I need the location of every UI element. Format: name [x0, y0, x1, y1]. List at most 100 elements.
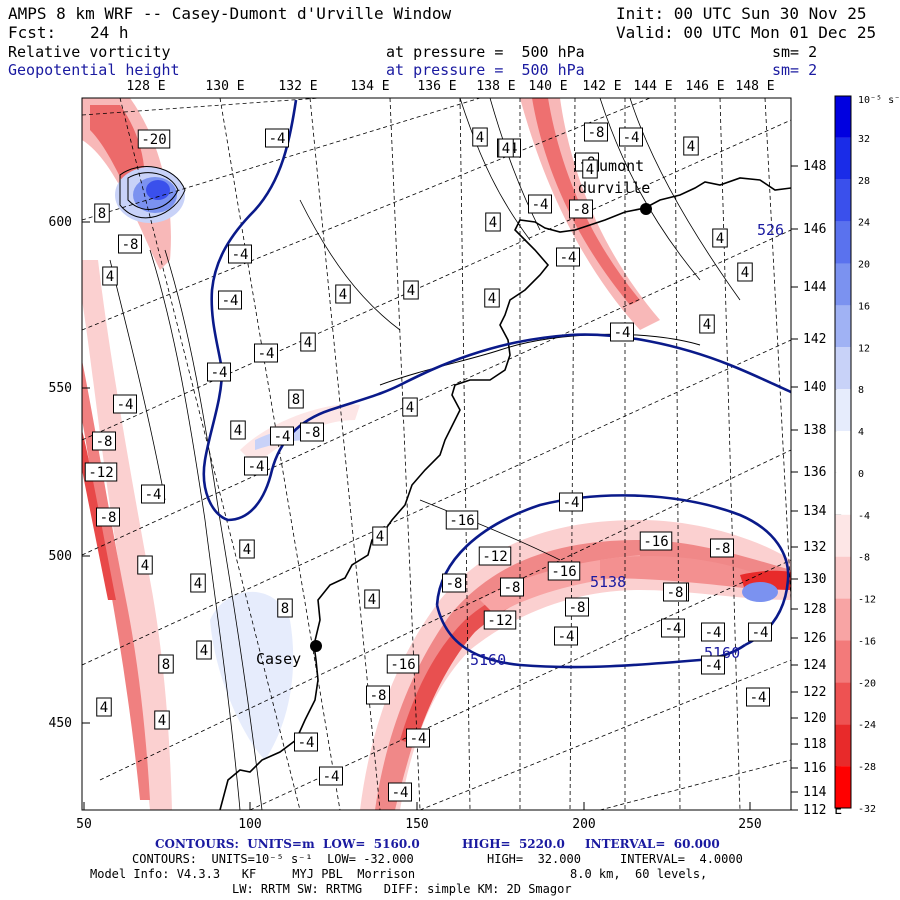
vorticity-label-text: 4 [200, 643, 208, 659]
vorticity-label-box [701, 655, 725, 675]
right-edge-label: 146 E [803, 222, 842, 237]
right-edge-label: 118 E [803, 737, 842, 752]
vorticity-label-box [319, 766, 343, 786]
right-edge-label: 134 E [803, 504, 842, 519]
vorticity-label: -4 [528, 194, 552, 214]
field1-smooth: sm= 2 [772, 43, 818, 61]
vorticity-label-text: -8 [588, 125, 605, 141]
vorticity-label-box [84, 462, 118, 482]
vorticity-label-box [270, 426, 294, 446]
vorticity-label-box [582, 159, 598, 179]
vorticity-label-box [498, 138, 514, 158]
colorbar-segment [835, 598, 851, 641]
vorticity-label: 4 [230, 420, 246, 440]
vorticity-label: 4 [364, 589, 380, 609]
vorticity-label-box [445, 510, 479, 530]
vorticity-label-text: -4 [117, 397, 134, 413]
vorticity-label-text: -4 [563, 495, 580, 511]
vorticity-label: 4 [300, 332, 316, 352]
vorticity-label: -8 [92, 431, 116, 451]
vorticity-label: -20 [137, 129, 171, 149]
vorticity-label: 8 [94, 203, 110, 223]
bottom-x-label: 200 [572, 817, 595, 832]
height-contour-west [202, 99, 791, 522]
colorbar-label: -32 [858, 804, 876, 815]
footer-height-contours: CONTOURS: UNITS=m LOW= 5160.0 [155, 837, 420, 851]
right-edge-label: 124 E [803, 658, 842, 673]
colorbar: 10⁻⁵ s⁻¹ 32 28 24 20 16 12 8 4 0 -4 -8 -12 -16 -20 -24 -… [834, 95, 900, 815]
vorticity-label-text: 4 [243, 542, 251, 558]
vorticity-label: -4 [559, 492, 583, 512]
vorticity-label-box [277, 598, 293, 618]
bottom-x-axis-labels: 50 100 150 200 250 [76, 802, 762, 832]
vorticity-label: -12 [478, 546, 512, 566]
vorticity-label: -8 [710, 538, 734, 558]
right-edge-label: 122 E [803, 685, 842, 700]
vorticity-label-text: -4 [705, 658, 722, 674]
vorticity-label: 4 [102, 266, 118, 286]
forecast-label: Fcst: [8, 23, 57, 42]
top-lon-label: 142 E [582, 79, 621, 94]
colorbar-segment [835, 514, 851, 557]
colorbar-segment [835, 556, 851, 599]
vorticity-label: 4 [190, 573, 206, 593]
vorticity-label-box [559, 492, 583, 512]
colorbar-label: 28 [858, 176, 870, 187]
vorticity-label-text: -4 [392, 785, 409, 801]
vorticity-label-box [96, 507, 120, 527]
vorticity-label: 8 [277, 598, 293, 618]
colorbar-frame [834, 95, 852, 809]
left-y-label: 450 [49, 716, 72, 731]
top-lon-label: 132 E [278, 79, 317, 94]
vorticity-label: -4 [748, 622, 772, 642]
vorticity-label-text: -8 [122, 237, 139, 253]
vorticity-label-text: 8 [281, 601, 289, 617]
vorticity-label-text: 4 [234, 423, 242, 439]
vorticity-label-box [244, 456, 268, 476]
vorticity-label: 4 [485, 212, 501, 232]
vorticity-label-box [190, 573, 206, 593]
vorticity-label-text: -4 [752, 625, 769, 641]
colorbar-label: -20 [858, 678, 876, 689]
vorticity-label-box [472, 127, 488, 147]
footer-model-info: Model Info: V4.3.3 KF MYJ PBL Morrison [90, 867, 416, 881]
vorticity-label: -8 [118, 234, 142, 254]
vorticity-label: -4 [406, 728, 430, 748]
vorticity-label-text: 4 [158, 713, 166, 729]
colorbar-segment [835, 640, 851, 683]
vorticity-label: -8 [96, 507, 120, 527]
vorticity-label-box [746, 687, 770, 707]
vorticity-label-text: -8 [569, 600, 586, 616]
colorbar-label: 24 [858, 218, 870, 229]
vorticity-label-text: -12 [88, 465, 113, 481]
vorticity-label-box [113, 394, 137, 414]
vorticity-label-box [556, 247, 580, 267]
vorticity-label-text: 4 [194, 576, 202, 592]
vorticity-label-box [500, 577, 524, 597]
top-lon-label: 144 E [633, 79, 672, 94]
colorbar-segment [835, 137, 851, 180]
vorticity-label-box [478, 546, 512, 566]
footer-vorticity-high: HIGH= 32.000 [487, 852, 581, 866]
vorticity-label: 4 [372, 526, 388, 546]
vorticity-label: -4 [319, 766, 343, 786]
vorticity-label: -4 [207, 362, 231, 382]
vorticity-label-text: -4 [274, 429, 291, 445]
vorticity-label: -4 [746, 687, 770, 707]
vorticity-label: -4 [265, 128, 289, 148]
right-edge-label: 114 E [803, 785, 842, 800]
footer-vorticity-interval: INTERVAL= 4.0000 [620, 852, 743, 866]
vorticity-label: -8 [565, 597, 589, 617]
vorticity-label-text: -8 [304, 425, 321, 441]
vorticity-label-text: -4 [623, 130, 640, 146]
colorbar-label: -4 [858, 511, 870, 522]
vorticity-label: -4 [244, 456, 268, 476]
forecast-value: 24 h [90, 23, 129, 42]
colorbar-segment [835, 263, 851, 306]
map-title: AMPS 8 km WRF -- Casey-Dumont d'Urville … [8, 4, 452, 23]
vorticity-label-text: 4 [488, 291, 496, 307]
vorticity-label: -4 [619, 127, 643, 147]
vorticity-label-box [748, 622, 772, 642]
vorticity-label-box [639, 531, 673, 551]
vorticity-label-text: -4 [560, 250, 577, 266]
